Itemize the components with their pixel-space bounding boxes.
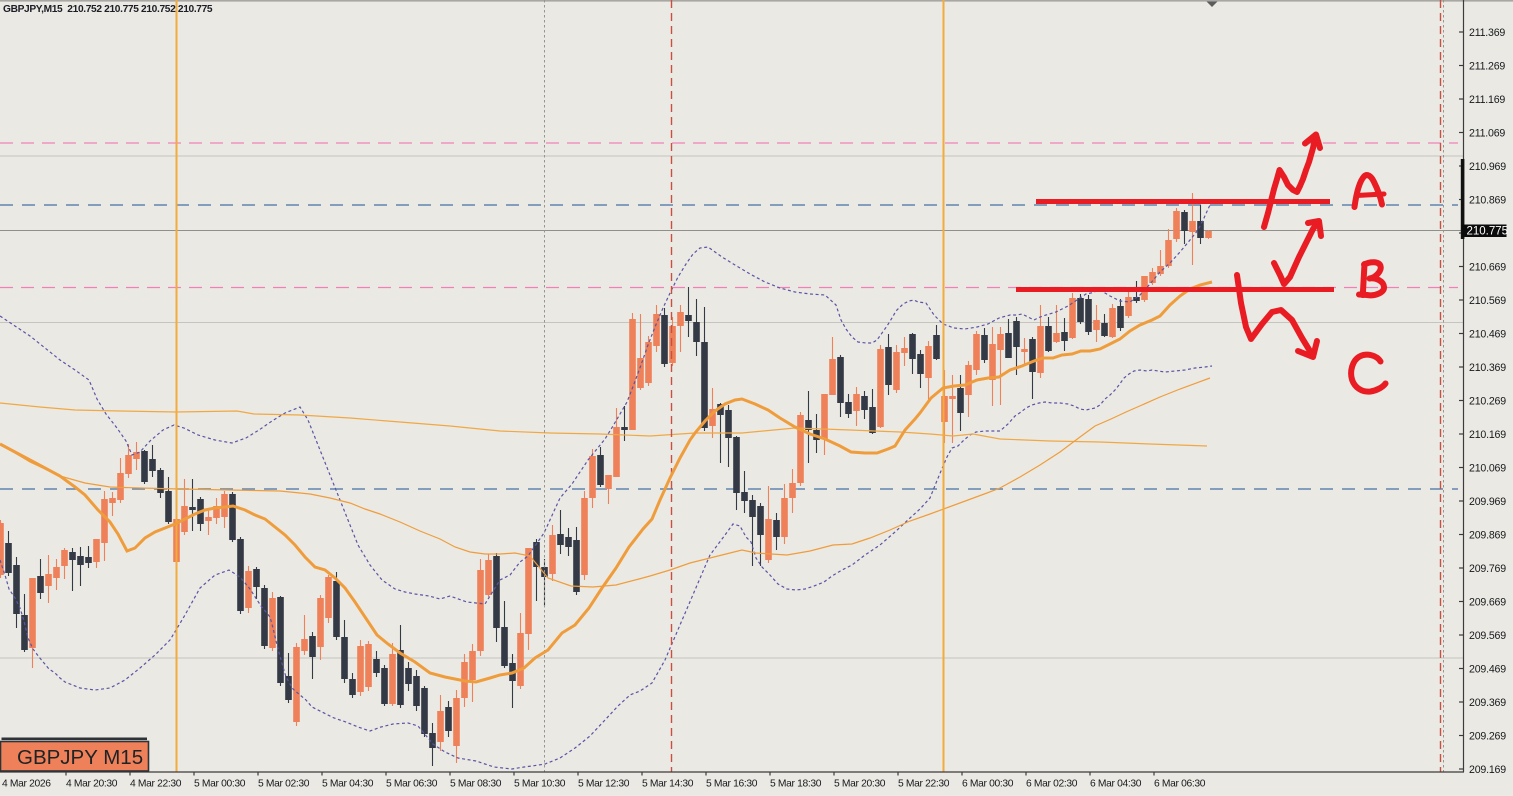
svg-text:6 Mar 00:30: 6 Mar 00:30 <box>962 779 1014 790</box>
svg-text:211.069: 211.069 <box>1469 128 1505 140</box>
svg-text:209.369: 209.369 <box>1469 697 1506 709</box>
svg-text:210.775: 210.775 <box>1467 226 1509 238</box>
svg-text:211.169: 211.169 <box>1469 94 1505 106</box>
svg-text:5 Mar 06:30: 5 Mar 06:30 <box>386 779 438 790</box>
svg-text:6 Mar 02:30: 6 Mar 02:30 <box>1026 779 1078 790</box>
svg-text:GBPJPY,M15 210.752 210.775 21: GBPJPY,M15 210.752 210.775 210.752 210.7… <box>3 4 213 15</box>
svg-text:5 Mar 18:30: 5 Mar 18:30 <box>770 779 822 790</box>
svg-text:210.369: 210.369 <box>1469 362 1506 374</box>
svg-text:5 Mar 20:30: 5 Mar 20:30 <box>834 779 886 790</box>
svg-text:5 Mar 12:30: 5 Mar 12:30 <box>578 779 630 790</box>
svg-text:209.969: 209.969 <box>1469 496 1506 508</box>
svg-text:209.669: 209.669 <box>1469 597 1506 609</box>
svg-text:210.169: 210.169 <box>1469 429 1506 441</box>
svg-text:209.569: 209.569 <box>1469 630 1506 642</box>
svg-text:210.269: 210.269 <box>1469 396 1506 408</box>
svg-text:5 Mar 04:30: 5 Mar 04:30 <box>322 779 374 790</box>
svg-text:211.269: 211.269 <box>1469 61 1505 73</box>
svg-text:211.369: 211.369 <box>1469 27 1505 39</box>
svg-text:4 Mar 2026: 4 Mar 2026 <box>2 779 51 790</box>
svg-text:5 Mar 08:30: 5 Mar 08:30 <box>450 779 502 790</box>
svg-text:5 Mar 16:30: 5 Mar 16:30 <box>706 779 758 790</box>
svg-text:210.569: 210.569 <box>1469 295 1506 307</box>
svg-text:209.269: 209.269 <box>1469 731 1506 743</box>
svg-text:209.769: 209.769 <box>1469 563 1506 575</box>
svg-text:5 Mar 22:30: 5 Mar 22:30 <box>898 779 950 790</box>
svg-text:5 Mar 10:30: 5 Mar 10:30 <box>514 779 566 790</box>
svg-text:209.169: 209.169 <box>1469 764 1506 776</box>
svg-text:210.669: 210.669 <box>1469 262 1506 274</box>
svg-text:5 Mar 00:30: 5 Mar 00:30 <box>194 779 246 790</box>
svg-text:210.869: 210.869 <box>1469 195 1506 207</box>
svg-text:210.069: 210.069 <box>1469 463 1506 475</box>
svg-text:5 Mar 14:30: 5 Mar 14:30 <box>642 779 694 790</box>
svg-text:210.469: 210.469 <box>1469 329 1506 341</box>
svg-text:209.869: 209.869 <box>1469 530 1506 542</box>
svg-text:5 Mar 02:30: 5 Mar 02:30 <box>258 779 310 790</box>
svg-text:4 Mar 22:30: 4 Mar 22:30 <box>130 779 182 790</box>
svg-text:209.469: 209.469 <box>1469 664 1506 676</box>
svg-text:GBPJPY M15: GBPJPY M15 <box>17 746 143 769</box>
svg-text:6 Mar 06:30: 6 Mar 06:30 <box>1154 779 1206 790</box>
svg-text:6 Mar 04:30: 6 Mar 04:30 <box>1090 779 1142 790</box>
svg-text:210.969: 210.969 <box>1469 161 1506 173</box>
svg-text:4 Mar 20:30: 4 Mar 20:30 <box>66 779 118 790</box>
